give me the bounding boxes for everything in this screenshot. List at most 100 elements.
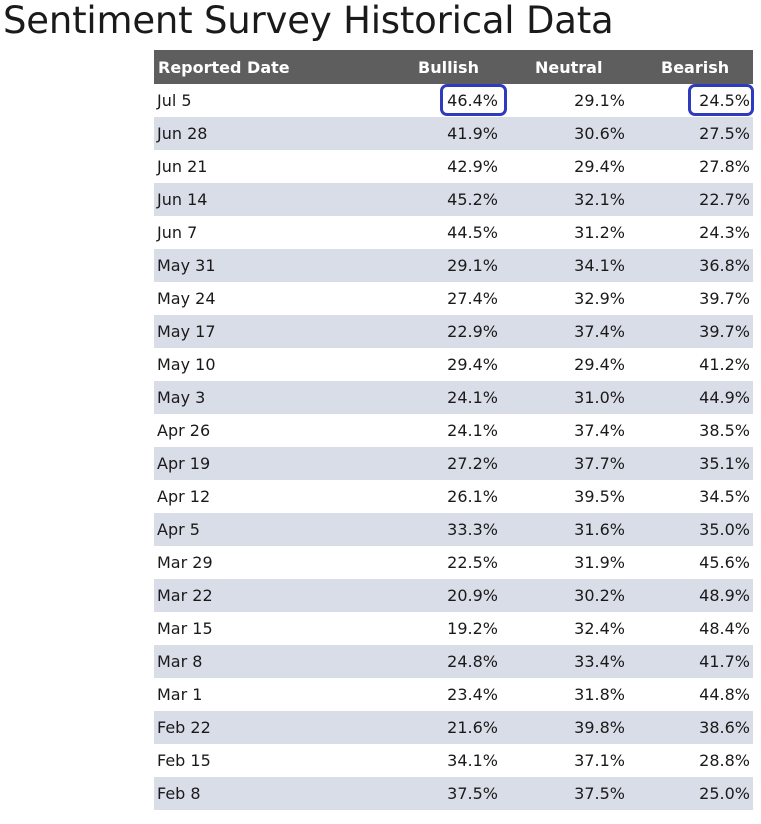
table-row: Mar 8 24.8% 33.4% 41.7% (154, 645, 753, 678)
cell-bullish: 27.4% (447, 289, 498, 308)
column-header-bullish[interactable]: Bullish (418, 57, 479, 77)
cell-neutral: 30.2% (574, 586, 625, 605)
cell-reported-date: Jun 7 (157, 223, 198, 242)
cell-bearish: 45.6% (699, 553, 750, 572)
column-header-bearish[interactable]: Bearish (661, 57, 730, 77)
cell-bullish: 41.9% (447, 124, 498, 143)
cell-bullish: 23.4% (447, 685, 498, 704)
cell-bearish: 25.0% (699, 784, 750, 803)
column-header-reported-date[interactable]: Reported Date (158, 57, 290, 77)
cell-bullish: 29.1% (447, 256, 498, 275)
cell-reported-date: Feb 22 (157, 718, 211, 737)
cell-bearish: 28.8% (699, 751, 750, 770)
cell-bullish: 46.4% (447, 91, 498, 110)
cell-reported-date: Mar 1 (157, 685, 203, 704)
cell-bullish: 33.3% (447, 520, 498, 539)
cell-bullish: 24.1% (447, 421, 498, 440)
table-row: Mar 15 19.2% 32.4% 48.4% (154, 612, 753, 645)
cell-reported-date: Jun 14 (157, 190, 208, 209)
cell-bearish: 24.5% (699, 91, 750, 110)
cell-neutral: 29.1% (574, 91, 625, 110)
cell-neutral: 39.8% (574, 718, 625, 737)
table-row: Mar 22 20.9% 30.2% 48.9% (154, 579, 753, 612)
table-body: Jul 5 46.4% 29.1% 24.5% Jun 28 41.9% 30.6% 27.5… (154, 84, 753, 810)
cell-reported-date: Jul 5 (157, 91, 192, 110)
cell-reported-date: Jun 28 (157, 124, 208, 143)
cell-bullish: 24.8% (447, 652, 498, 671)
cell-reported-date: Mar 22 (157, 586, 213, 605)
cell-reported-date: May 31 (157, 256, 216, 275)
cell-neutral: 30.6% (574, 124, 625, 143)
cell-bearish: 27.8% (699, 157, 750, 176)
cell-bearish: 36.8% (699, 256, 750, 275)
cell-neutral: 31.0% (574, 388, 625, 407)
cell-neutral: 34.1% (574, 256, 625, 275)
cell-neutral: 37.5% (574, 784, 625, 803)
cell-bullish: 21.6% (447, 718, 498, 737)
cell-reported-date: Mar 8 (157, 652, 203, 671)
cell-neutral: 31.6% (574, 520, 625, 539)
cell-bearish: 41.7% (699, 652, 750, 671)
cell-bearish: 27.5% (699, 124, 750, 143)
cell-bullish: 42.9% (447, 157, 498, 176)
cell-bullish: 22.5% (447, 553, 498, 572)
cell-neutral: 37.4% (574, 322, 625, 341)
table-header: Reported Date Bullish Neutral Bearish (154, 50, 753, 84)
header-row: Reported Date Bullish Neutral Bearish (154, 50, 753, 84)
cell-bearish: 24.3% (699, 223, 750, 242)
cell-neutral: 33.4% (574, 652, 625, 671)
cell-neutral: 29.4% (574, 157, 625, 176)
table-row: Jul 5 46.4% 29.1% 24.5% (154, 84, 753, 117)
cell-bullish: 44.5% (447, 223, 498, 242)
cell-neutral: 37.4% (574, 421, 625, 440)
cell-neutral: 29.4% (574, 355, 625, 374)
cell-bullish: 37.5% (447, 784, 498, 803)
table-row: May 10 29.4% 29.4% 41.2% (154, 348, 753, 381)
cell-reported-date: Feb 8 (157, 784, 201, 803)
cell-bearish: 22.7% (699, 190, 750, 209)
cell-reported-date: Apr 19 (157, 454, 211, 473)
cell-bullish: 19.2% (447, 619, 498, 638)
table-row: Apr 12 26.1% 39.5% 34.5% (154, 480, 753, 513)
cell-reported-date: Apr 12 (157, 487, 211, 506)
table-row: Apr 26 24.1% 37.4% 38.5% (154, 414, 753, 447)
cell-reported-date: Jun 21 (157, 157, 208, 176)
table-row: Apr 5 33.3% 31.6% 35.0% (154, 513, 753, 546)
cell-bullish: 20.9% (447, 586, 498, 605)
table-row: Jun 14 45.2% 32.1% 22.7% (154, 183, 753, 216)
table-row: Jun 7 44.5% 31.2% 24.3% (154, 216, 753, 249)
cell-bullish: 27.2% (447, 454, 498, 473)
cell-bearish: 39.7% (699, 289, 750, 308)
cell-neutral: 37.7% (574, 454, 625, 473)
cell-bearish: 48.4% (699, 619, 750, 638)
cell-neutral: 37.1% (574, 751, 625, 770)
sentiment-table: Reported Date Bullish Neutral Bearish Ju… (154, 50, 753, 810)
cell-neutral: 31.8% (574, 685, 625, 704)
cell-reported-date: May 17 (157, 322, 216, 341)
cell-reported-date: Feb 15 (157, 751, 211, 770)
column-header-neutral[interactable]: Neutral (535, 57, 603, 77)
cell-bullish: 45.2% (447, 190, 498, 209)
table-row: Feb 22 21.6% 39.8% 38.6% (154, 711, 753, 744)
cell-bearish: 35.1% (699, 454, 750, 473)
cell-neutral: 32.4% (574, 619, 625, 638)
cell-bearish: 38.5% (699, 421, 750, 440)
cell-reported-date: Mar 29 (157, 553, 213, 572)
table-row: May 24 27.4% 32.9% 39.7% (154, 282, 753, 315)
table-row: Jun 21 42.9% 29.4% 27.8% (154, 150, 753, 183)
page-title: Sentiment Survey Historical Data (3, 0, 614, 42)
cell-neutral: 39.5% (574, 487, 625, 506)
table-row: May 31 29.1% 34.1% 36.8% (154, 249, 753, 282)
table-row: Feb 15 34.1% 37.1% 28.8% (154, 744, 753, 777)
cell-reported-date: May 24 (157, 289, 216, 308)
cell-reported-date: May 10 (157, 355, 216, 374)
cell-bearish: 44.8% (699, 685, 750, 704)
cell-bullish: 29.4% (447, 355, 498, 374)
cell-reported-date: Apr 5 (157, 520, 200, 539)
table-row: May 17 22.9% 37.4% 39.7% (154, 315, 753, 348)
table-row: May 3 24.1% 31.0% 44.9% (154, 381, 753, 414)
cell-bearish: 38.6% (699, 718, 750, 737)
cell-neutral: 32.9% (574, 289, 625, 308)
cell-bearish: 44.9% (699, 388, 750, 407)
table-row: Mar 1 23.4% 31.8% 44.8% (154, 678, 753, 711)
